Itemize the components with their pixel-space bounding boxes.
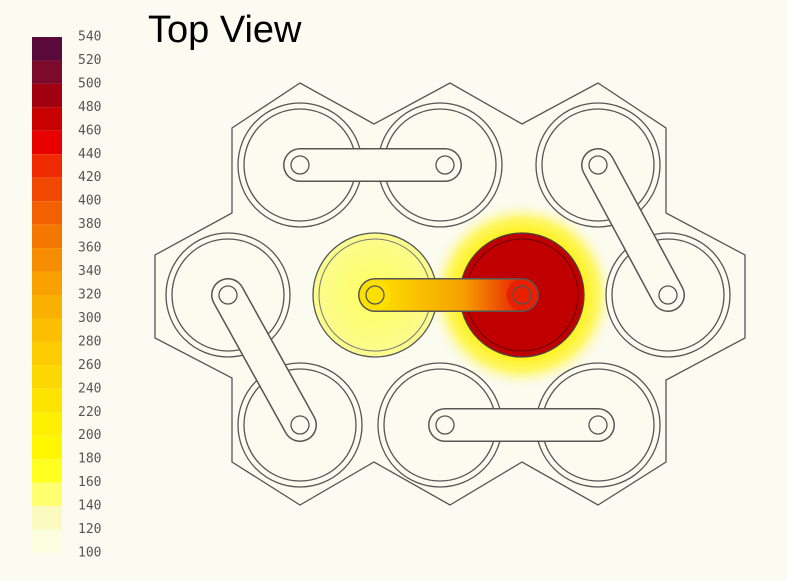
colorbar-band [32,318,62,342]
colorbar-tick-label: 440 [78,147,101,162]
colorbar-tick-label: 400 [78,194,101,209]
colorbar-band [32,271,62,295]
colorbar-band [32,529,62,553]
colorbar-band [32,341,62,366]
colorbar-tick-label: 540 [78,30,101,45]
colorbar-tick-label: 480 [78,100,101,115]
colorbar-band [32,435,62,460]
colorbar-tick-label: 160 [78,475,101,490]
colorbar-band [32,365,62,389]
colorbar-band [32,130,62,155]
colorbar-band [32,154,62,178]
colorbar-tick-label: 500 [78,76,101,91]
colorbar-band [32,177,62,202]
links [211,148,685,442]
pins [218,155,678,435]
colorbar-tick-label: 200 [78,428,101,443]
colorbar-band [32,83,62,108]
colorbar-band [32,107,62,131]
title: Top View [148,9,302,51]
colorbar-tick-label: 100 [78,546,101,561]
colorbar-band [32,60,62,84]
colorbar-tick-label: 280 [78,334,101,349]
colorbar-tick-label: 220 [78,405,101,420]
colorbar-band [32,506,62,530]
colorbar-tick-label: 380 [78,217,101,232]
colorbar-band [32,412,62,436]
colorbar-band [32,224,62,249]
colorbar-tick-label: 260 [78,358,101,373]
assembly [154,82,746,506]
colorbar-band [32,248,62,272]
colorbar-tick-label: 140 [78,499,101,514]
colorbar-tick-label: 180 [78,452,101,467]
colorbar-tick-label: 520 [78,53,101,68]
colorbar: 540 520 500 480 460 440 420 400 380 360 340 320 300 2… [32,30,101,561]
colorbar-tick-label: 340 [78,264,101,279]
colorbar-tick-label: 240 [78,381,101,396]
colorbar-band [32,295,62,319]
colorbar-tick-label: 360 [78,241,101,256]
colorbar-band [32,201,62,225]
colorbar-band [32,459,62,483]
colorbar-tick-label: 420 [78,170,101,185]
colorbar-band [32,388,62,413]
colorbar-band [32,37,62,61]
colorbar-tick-label: 120 [78,522,101,537]
colorbar-band [32,482,62,507]
colorbar-tick-label: 300 [78,311,101,326]
colorbar-tick-label: 320 [78,288,101,303]
colorbar-tick-label: 460 [78,123,101,138]
